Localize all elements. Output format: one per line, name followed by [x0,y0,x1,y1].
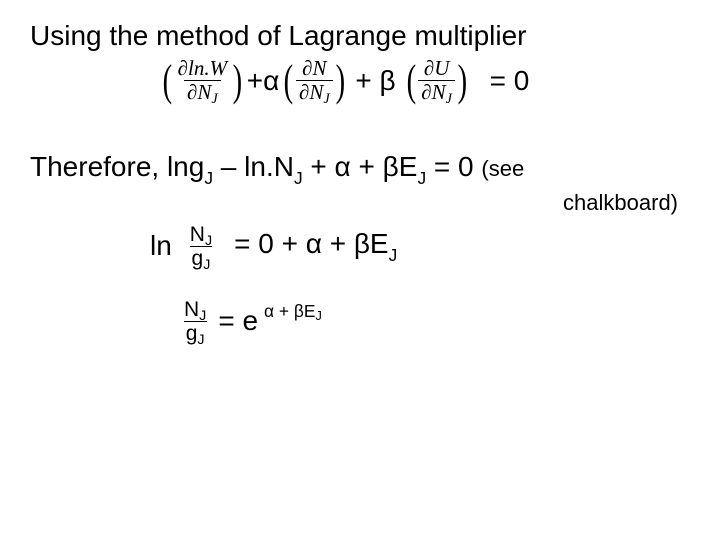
partial-fraction-1: ∂ln.W ∂NJ [175,58,230,103]
therefore-prefix: Therefore, ln [30,151,189,182]
nj-over-gj-1: NJ gJ [188,224,214,269]
rhs-4: = 0 + α + βEJ [234,228,397,265]
therefore-n-sub: J [294,168,303,188]
frac1-den: gJ [190,246,213,269]
ln-fraction-line: ln NJ gJ = 0 + α + βEJ [30,224,690,269]
close-paren-2: ) [335,63,345,98]
open-paren-3: ( [406,63,416,98]
paren-group-2: ( ∂N ∂NJ ) [281,58,347,103]
plus-alpha: +α [247,65,280,97]
partial2-den: ∂NJ [296,80,333,103]
lagrange-equation: ( ∂ln.W ∂NJ ) +α ( ∂N ∂NJ ) + β ( ∂U ∂NJ… [30,58,690,103]
close-paren-3: ) [458,63,468,98]
partial1-den: ∂NJ [184,80,221,103]
close-paren-1: ) [233,63,243,98]
open-paren-1: ( [163,63,173,98]
open-paren-2: ( [284,63,294,98]
therefore-g: g [189,151,205,182]
partial1-num: ∂ln.W [175,58,230,80]
exponent: α + βEJ [264,301,322,322]
equals-zero: = 0 [490,65,530,97]
partial3-num: ∂U [421,58,453,80]
equals-e: = e [218,305,258,337]
therefore-e-sub: J [417,168,426,188]
frac2-num: NJ [182,299,208,321]
ln-label: ln [150,230,172,262]
slide-content: Using the method of Lagrange multiplier … [0,0,720,364]
plus-beta: + β [355,65,395,97]
partial-fraction-2: ∂N ∂NJ [296,58,333,103]
partial2-num: ∂N [299,58,329,80]
heading-line: Using the method of Lagrange multiplier [30,20,690,52]
therefore-plus-ab: + α + βE [303,151,418,182]
note-open: (see [481,156,524,181]
paren-group-3: ( ∂U ∂NJ ) [404,58,470,103]
therefore-line: Therefore, lngJ – ln.NJ + α + βEJ = 0 (s… [30,151,690,188]
nj-over-gj-2: NJ gJ [182,299,208,344]
note-close: chalkboard) [30,190,690,216]
frac1-num: NJ [188,224,214,246]
therefore-tail: = 0 [426,151,481,182]
frac2-den: gJ [184,321,207,344]
therefore-g-sub: J [204,168,213,188]
partial-fraction-3: ∂U ∂NJ [418,58,455,103]
heading-text: Using the method of Lagrange multiplier [30,20,527,51]
partial3-den: ∂NJ [418,80,455,103]
paren-group-1: ( ∂ln.W ∂NJ ) [160,58,245,103]
therefore-minus: – ln.N [213,151,294,182]
exp-line: NJ gJ = e α + βEJ [30,299,690,344]
